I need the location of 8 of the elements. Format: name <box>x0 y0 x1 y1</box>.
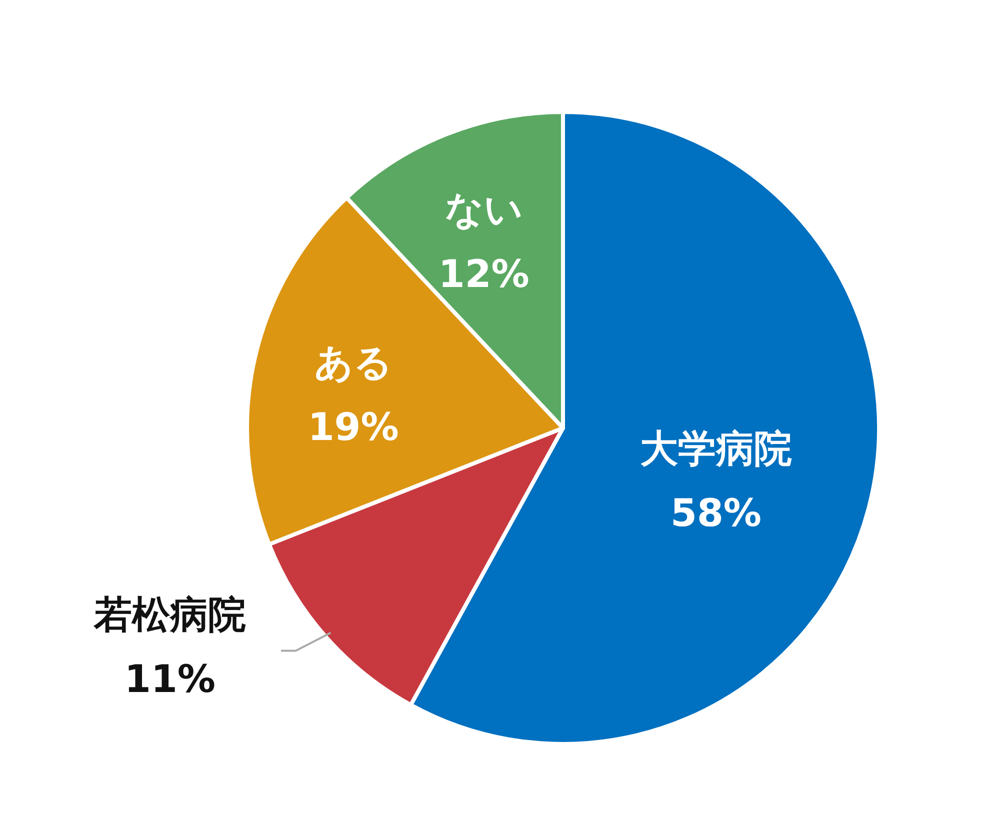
slice-label: ある <box>314 340 392 384</box>
data-label: 12% <box>438 252 530 296</box>
data-label: 11% <box>124 656 216 701</box>
data-label: 19% <box>308 405 399 450</box>
slice-label: ない <box>444 188 523 232</box>
data-label: 58% <box>670 491 762 536</box>
slice-label: 若松病院 <box>93 592 246 636</box>
slice-label: 大学病院 <box>640 426 792 471</box>
